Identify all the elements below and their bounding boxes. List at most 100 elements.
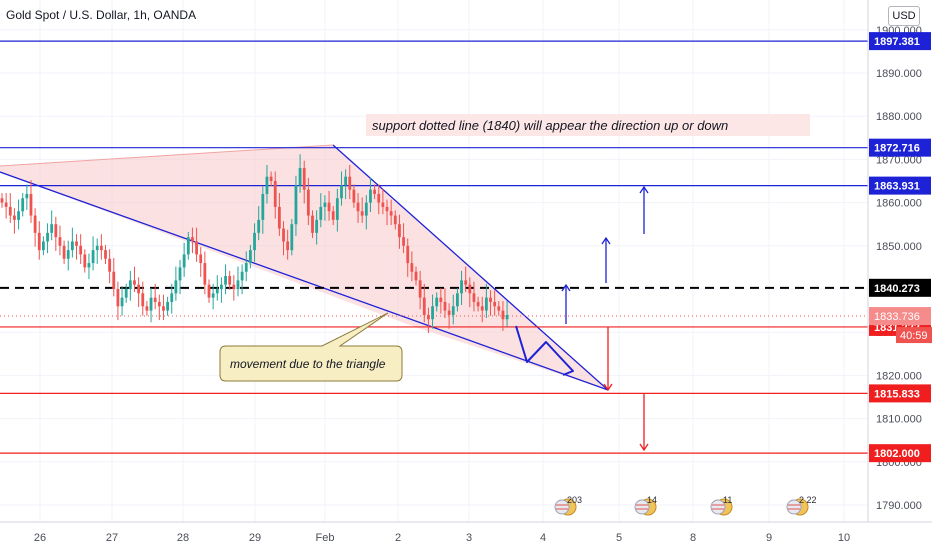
candle-body-24	[99, 245, 103, 251]
up-arrow-3	[639, 185, 649, 234]
candle-body-115	[476, 301, 480, 307]
price-label-1872.716: 1872.716	[869, 138, 931, 157]
y-tick-1820.000: 1820.000	[876, 370, 922, 382]
candle-body-30	[124, 289, 128, 298]
up-arrow-1-head	[561, 283, 571, 292]
candle-body-107	[443, 301, 447, 311]
candle-body-106	[439, 297, 443, 302]
candle-body-8	[33, 215, 37, 233]
price-label-1897.381: 1897.381	[869, 32, 931, 51]
y-tick-1860.000: 1860.000	[876, 198, 922, 210]
candle-body-116	[480, 306, 484, 311]
down-arrow-2	[639, 394, 649, 452]
candle-body-29	[120, 297, 124, 307]
candle-body-111	[460, 280, 463, 294]
candle-body-102	[422, 297, 426, 315]
candle-body-27	[112, 271, 116, 289]
x-tick-9: 9	[766, 532, 772, 544]
event-count-8: 11	[723, 495, 732, 505]
x-tick-8: 8	[690, 532, 696, 544]
candle-body-47	[195, 241, 198, 255]
projection-zigzag	[515, 325, 574, 376]
price-label-1802.000: 1802.000	[869, 444, 931, 463]
candle-body-6	[25, 193, 29, 199]
svg-text:1897.381: 1897.381	[874, 36, 920, 48]
candle-body-18	[75, 241, 78, 246]
y-tick-1850.000: 1850.000	[876, 241, 922, 253]
candle-body-37	[153, 297, 157, 302]
support-note: support dotted line (1840) will appear t…	[366, 114, 810, 136]
candle-body-108	[447, 310, 451, 315]
candle-body-48	[199, 254, 203, 264]
candle-body-120	[497, 306, 501, 311]
candle-body-101	[418, 280, 422, 298]
candle-body-56	[232, 284, 236, 289]
candle-body-5	[21, 198, 25, 212]
event-badge-5: 14	[634, 495, 657, 516]
candle-body-65	[269, 176, 273, 181]
candle-body-72	[298, 168, 302, 186]
candle-body-3	[13, 215, 16, 220]
currency-button[interactable]: USD	[888, 6, 920, 26]
last-price-value: 1833.736	[874, 311, 920, 323]
y-tick-1870.000: 1870.000	[876, 154, 922, 166]
candle-body-10	[42, 241, 45, 251]
y-tick-1810.000: 1810.000	[876, 414, 922, 426]
candle-body-68	[282, 228, 285, 242]
candle-body-94	[389, 211, 393, 216]
candle-body-32	[133, 280, 136, 285]
candle-body-118	[489, 297, 492, 302]
event-count-5: 14	[647, 495, 657, 505]
candle-body-33	[137, 284, 141, 294]
support-note-text: support dotted line (1840) will appear t…	[372, 118, 728, 133]
candle-body-80	[331, 211, 335, 220]
candle-body-38	[157, 301, 161, 307]
candle-body-42	[174, 280, 178, 294]
down-arrow-1-head	[603, 383, 613, 392]
candle-body-1	[4, 202, 8, 207]
candle-body-90	[373, 189, 376, 194]
triangle-pattern-fill	[0, 145, 608, 390]
candle-body-58	[240, 271, 244, 281]
candle-body-14	[58, 237, 62, 246]
down-arrow-2-head	[639, 443, 649, 452]
candle-body-12	[50, 224, 54, 233]
y-tick-1880.000: 1880.000	[876, 111, 922, 123]
candle-body-0	[0, 198, 4, 203]
candles-group	[0, 154, 509, 334]
last-price-label: 1833.736 40:59	[869, 307, 932, 344]
candle-body-96	[398, 224, 401, 238]
candle-body-91	[377, 193, 381, 203]
candle-body-40	[166, 301, 169, 311]
candle-body-87	[360, 211, 364, 216]
candle-body-98	[406, 245, 410, 264]
candle-body-85	[352, 189, 356, 203]
candle-body-17	[70, 241, 74, 251]
up-arrow-2	[601, 236, 611, 283]
candle-body-26	[108, 258, 112, 272]
candle-body-100	[414, 271, 418, 281]
callout-text: movement due to the triangle	[230, 357, 386, 371]
candle-body-63	[261, 193, 265, 220]
candle-body-67	[277, 206, 281, 229]
x-tick-29: 29	[249, 532, 261, 544]
candle-body-119	[493, 301, 497, 307]
support-note-bg	[366, 114, 810, 136]
candle-body-69	[286, 241, 290, 251]
candle-body-89	[369, 189, 372, 203]
candle-body-122	[505, 314, 509, 320]
svg-text:1863.931: 1863.931	[874, 181, 920, 193]
price-label-1815.833: 1815.833	[869, 384, 931, 403]
chart-title: Gold Spot / U.S. Dollar, 1h, OANDA	[6, 8, 197, 22]
candle-body-59	[244, 263, 248, 272]
candle-body-79	[327, 202, 331, 212]
candle-body-109	[451, 306, 455, 315]
candle-body-75	[311, 215, 314, 233]
y-tick-1890.000: 1890.000	[876, 68, 922, 80]
x-tick-4: 4	[540, 532, 546, 544]
price-label-1863.931: 1863.931	[869, 176, 931, 195]
candle-body-2	[8, 206, 12, 216]
candle-body-52	[215, 289, 219, 294]
